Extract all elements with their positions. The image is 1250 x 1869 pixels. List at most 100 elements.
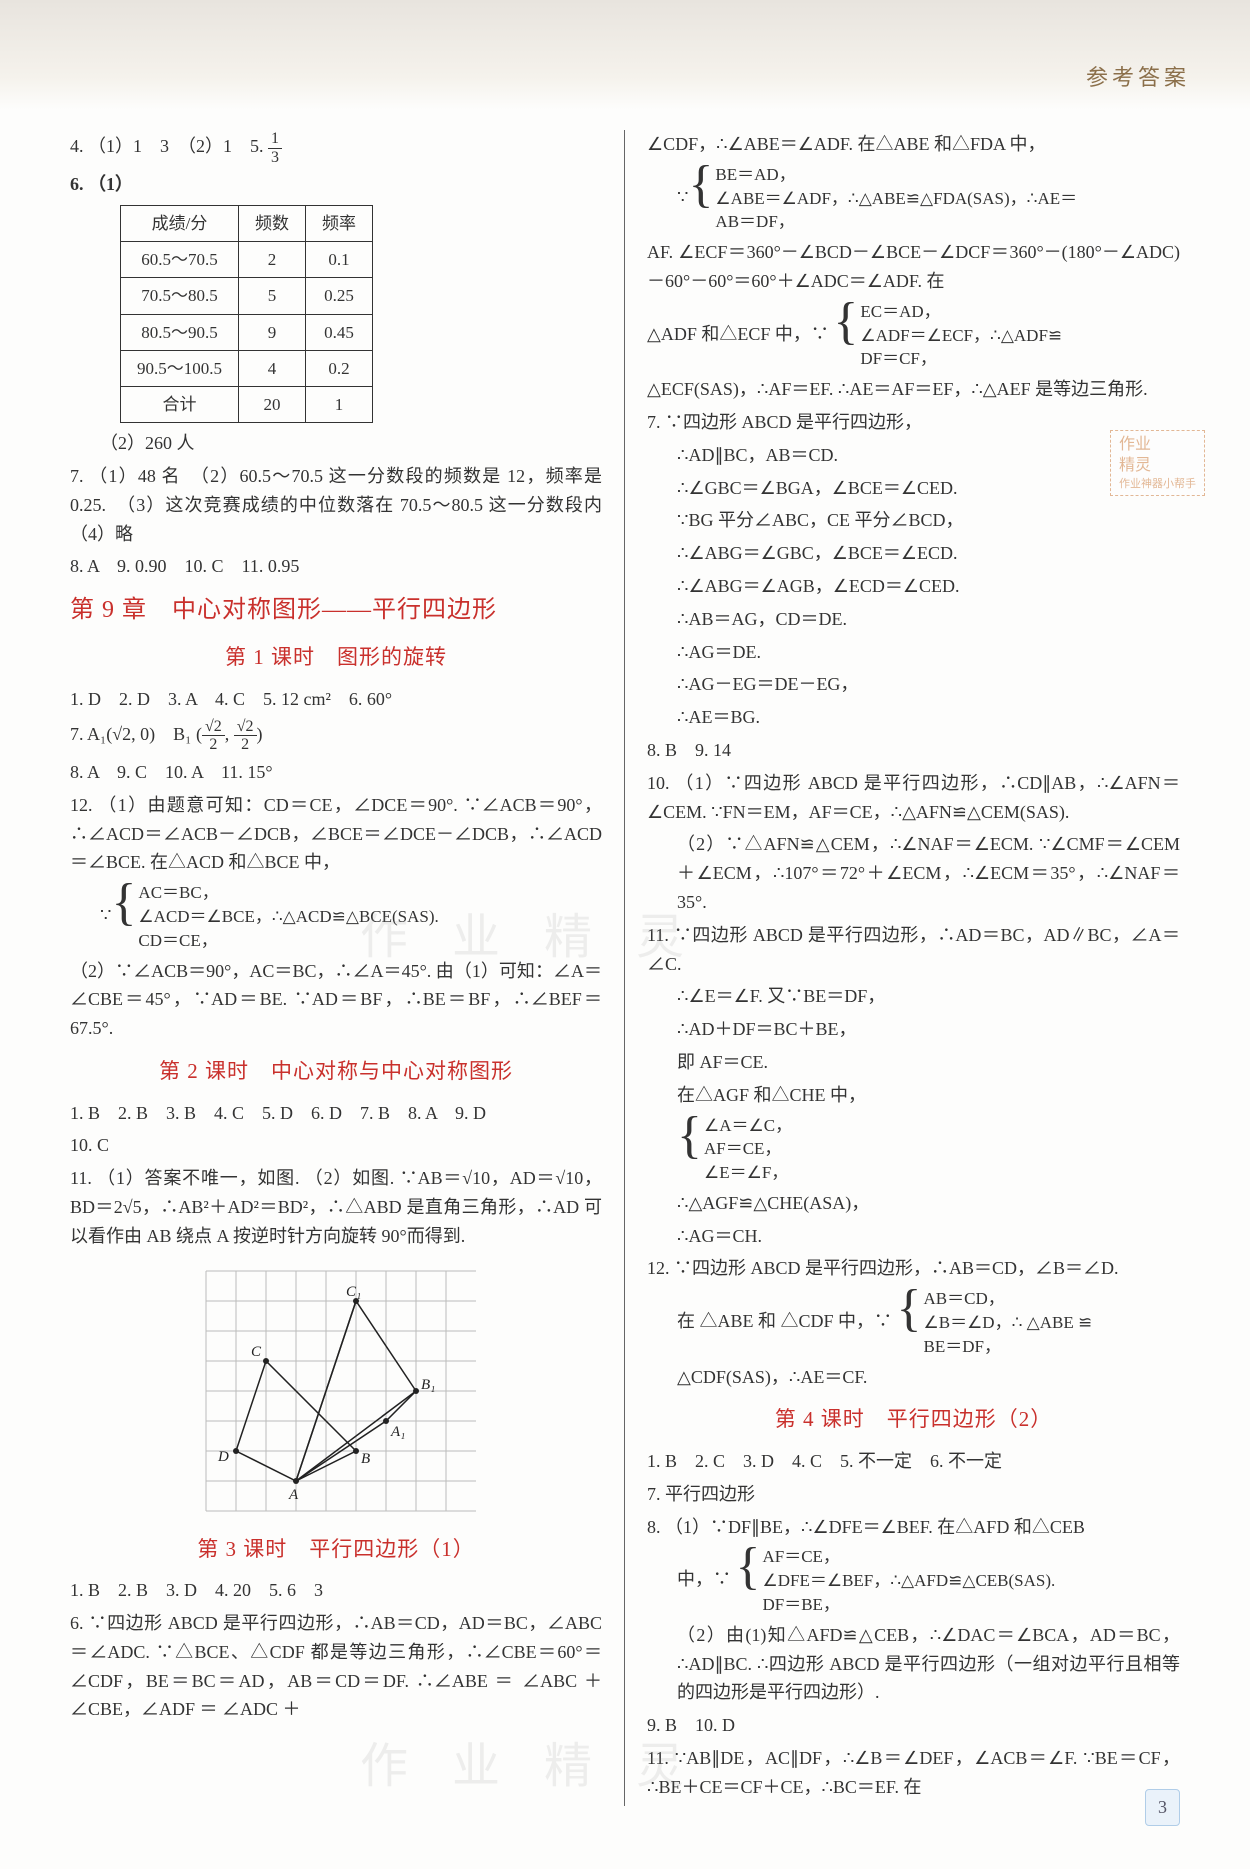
r-top3-wrap: △ADF 和△ECF 中，∵ { EC＝AD， ∠ADF＝∠ECF，∴△ADF≌… [647,300,1180,371]
td: 70.5～80.5 [121,278,239,314]
td: 20 [239,386,306,422]
r-7: 7. ∵四边形 ABCD 是平行四边形， [647,408,1180,437]
brace-line: ∠DFE＝∠BEF，∴△AFD≌△CEB(SAS). [762,1569,1055,1593]
l4-1: 1. B 2. C 3. D 4. C 5. 不一定 6. 不一定 [647,1447,1180,1476]
table-row: 60.5～70.520.1 [121,242,373,278]
frac-den: 3 [268,149,282,167]
r-11: 11. ∵四边形 ABCD 是平行四边形，∴AD＝BC，AD∥BC，∠A＝∠C. [647,921,1180,979]
header-label: 参考答案 [1086,60,1190,95]
td: 4 [239,350,306,386]
r-12: 12. ∵四边形 ABCD 是平行四边形，∴AB＝CD，∠B＝∠D. [647,1254,1180,1283]
q8-11: 8. A 9. 0.90 10. C 11. 0.95 [70,552,602,581]
table-row: 90.5～100.540.2 [121,350,373,386]
brace-line: ∠A＝∠C， [704,1114,792,1138]
l4-8-2: （2）由(1)知△AFD≌△CEB，∴∠DAC＝∠BCA，AD＝BC，∴AD∥B… [647,1621,1180,1707]
brace-line: ∠ADF＝∠ECF，∴△ADF≌ [860,324,1062,348]
label-C: C [251,1344,262,1360]
r-7-l: ∴AB＝AG，CD＝DE. [647,605,1180,634]
grid-figure: A B C D A₁ B₁ C₁ [186,1261,486,1521]
frac-den: 2 [234,736,257,754]
r-8-9: 8. B 9. 14 [647,736,1180,765]
l1-1: 1. D 2. D 3. A 4. C 5. 12 cm² 6. 60° [70,685,602,714]
td: 80.5～90.5 [121,314,239,350]
two-column-body: 4. （1）1 3 （2）1 5. 1 3 6. （1） 成绩/分 频数 频率 … [0,110,1250,1836]
q6-2: （2）260 人 [70,429,602,458]
r-top3: △ADF 和△ECF 中，∵ [647,324,829,344]
r-11-l: 即 AF＝CE. [647,1048,1180,1077]
brace-line: EC＝AD， [860,300,1062,324]
brace-content: ∠A＝∠C， AF＝CE， ∠E＝∠F， [704,1114,792,1185]
table-header-row: 成绩/分 频数 频率 [121,205,373,241]
r-brace1: ∵ { BE＝AD， ∠ABE＝∠ADF，∴△ABE≌△FDA(SAS)，∴AE… [647,163,1180,234]
chapter-title: 第 9 章 中心对称图形——平行四边形 [70,591,602,629]
l1-7a: 7. A₁(√2, 0) B₁ [70,724,191,744]
brace-line: AB＝CD， [923,1287,1092,1311]
l4-8-mid: 中，∵ [677,1569,731,1589]
brace-line: ∠B＝∠D，∴ △ABE ≌ [923,1311,1092,1335]
grid-lines [206,1271,476,1511]
frac-num: 1 [268,130,282,149]
r-11-end: ∴△AGF≌△CHE(ASA)， [647,1189,1180,1218]
l3-6: 6. ∵四边形 ABCD 是平行四边形，∴AB＝CD，AD＝BC，∠ABC＝∠A… [70,1609,602,1724]
td: 9 [239,314,306,350]
brace-line: DF＝CF， [860,347,1062,371]
brace-line: BE＝AD， [715,163,1077,187]
td: 0.1 [306,242,373,278]
td: 1 [306,386,373,422]
lesson2-title: 第 2 课时 中心对称与中心对称图形 [70,1055,602,1089]
stamp-line: 作业 [1119,435,1196,456]
stamp-line: 精灵 [1119,456,1196,477]
page-number: 3 [1145,1789,1180,1826]
label-B1: B₁ [421,1377,435,1393]
r-11-brace: { ∠A＝∠C， AF＝CE， ∠E＝∠F， [647,1114,1180,1185]
label-A: A [288,1487,299,1503]
frac-num: √2 [202,718,225,737]
l1-12-1: 12. （1）由题意可知：CD＝CE，∠DCE＝90°. ∵∠ACB＝90°，∴… [70,791,602,877]
left-column: 4. （1）1 3 （2）1 5. 1 3 6. （1） 成绩/分 频数 频率 … [55,130,625,1806]
brace-line: AC＝BC， [138,881,438,905]
l4-7: 7. 平行四边形 [647,1480,1180,1509]
homework-stamp: 作业 精灵 作业神器小帮手 [1110,430,1205,496]
brace-line: ∠E＝∠F， [704,1161,792,1185]
r-top4: △ECF(SAS)，∴AF＝EF. ∴AE＝AF＝EF，∴△AEF 是等边三角形… [647,375,1180,404]
label-A1: A₁ [390,1424,405,1440]
fraction: √22 [202,718,225,754]
r-10-2: （2）∵△AFN≌△CEM，∴∠NAF＝∠ECM. ∵∠CMF＝∠CEM＋∠EC… [647,830,1180,916]
l2-10: 10. C [70,1131,602,1160]
q4-text: 4. （1）1 3 （2）1 5. [70,136,268,156]
td: 5 [239,278,306,314]
brace-block: { ∠A＝∠C， AF＝CE， ∠E＝∠F， [677,1114,792,1185]
brace-block: { AC＝BC， ∠ACD＝∠BCE，∴△ACD≌△BCE(SAS). CD＝C… [111,881,438,952]
l4-8-1: 8. （1）∵DF∥BE，∴∠DFE＝∠BEF. 在△AFD 和△CEB [647,1513,1180,1542]
brace-line: CD＝CE， [138,929,438,953]
r-11-end: ∴AG＝CH. [647,1222,1180,1251]
td: 90.5～100.5 [121,350,239,386]
l3-1: 1. B 2. B 3. D 4. 20 5. 6 3 [70,1576,602,1605]
brace-line: AB＝DF， [715,210,1077,234]
brace-icon: { [897,1287,922,1358]
label-C1: C₁ [346,1284,361,1300]
r-7-l: ∴AG＝DE. [647,638,1180,667]
brace-line: BE＝DF， [923,1335,1092,1359]
brace-content: EC＝AD， ∠ADF＝∠ECF，∴△ADF≌ DF＝CF， [860,300,1062,371]
brace-icon: { [677,1114,702,1185]
brace-icon: { [111,881,136,952]
brace-icon: { [833,300,858,371]
brace-line: ∠ABE＝∠ADF，∴△ABE≌△FDA(SAS)，∴AE＝ [715,187,1077,211]
r-7-l: ∴∠ABG＝∠AGB，∠ECD＝∠CED. [647,572,1180,601]
r-7-l: ∴AE＝BG. [647,703,1180,732]
td: 60.5～70.5 [121,242,239,278]
right-column: ∠CDF，∴∠ABE＝∠ADF. 在△ABE 和△FDA 中， ∵ { BE＝A… [625,130,1195,1806]
label-B: B [361,1451,370,1467]
brace-line: ∠ACD＝∠BCE，∴△ACD≌△BCE(SAS). [138,905,438,929]
lesson3-title: 第 3 课时 平行四边形（1） [70,1533,602,1567]
brace-block: { AF＝CE， ∠DFE＝∠BEF，∴△AFD≌△CEB(SAS). DF＝B… [736,1545,1056,1616]
brace-icon: { [688,163,713,234]
th: 频数 [239,205,306,241]
q7: 7. （1）48 名 （2）60.5～70.5 这一分数段的频数是 12，频率是… [70,462,602,548]
label-D: D [217,1449,229,1465]
brace-block: { EC＝AD， ∠ADF＝∠ECF，∴△ADF≌ DF＝CF， [833,300,1062,371]
fraction: √22 [234,718,257,754]
table-row: 合计201 [121,386,373,422]
r-12-end: △CDF(SAS)，∴AE＝CF. [647,1363,1180,1392]
